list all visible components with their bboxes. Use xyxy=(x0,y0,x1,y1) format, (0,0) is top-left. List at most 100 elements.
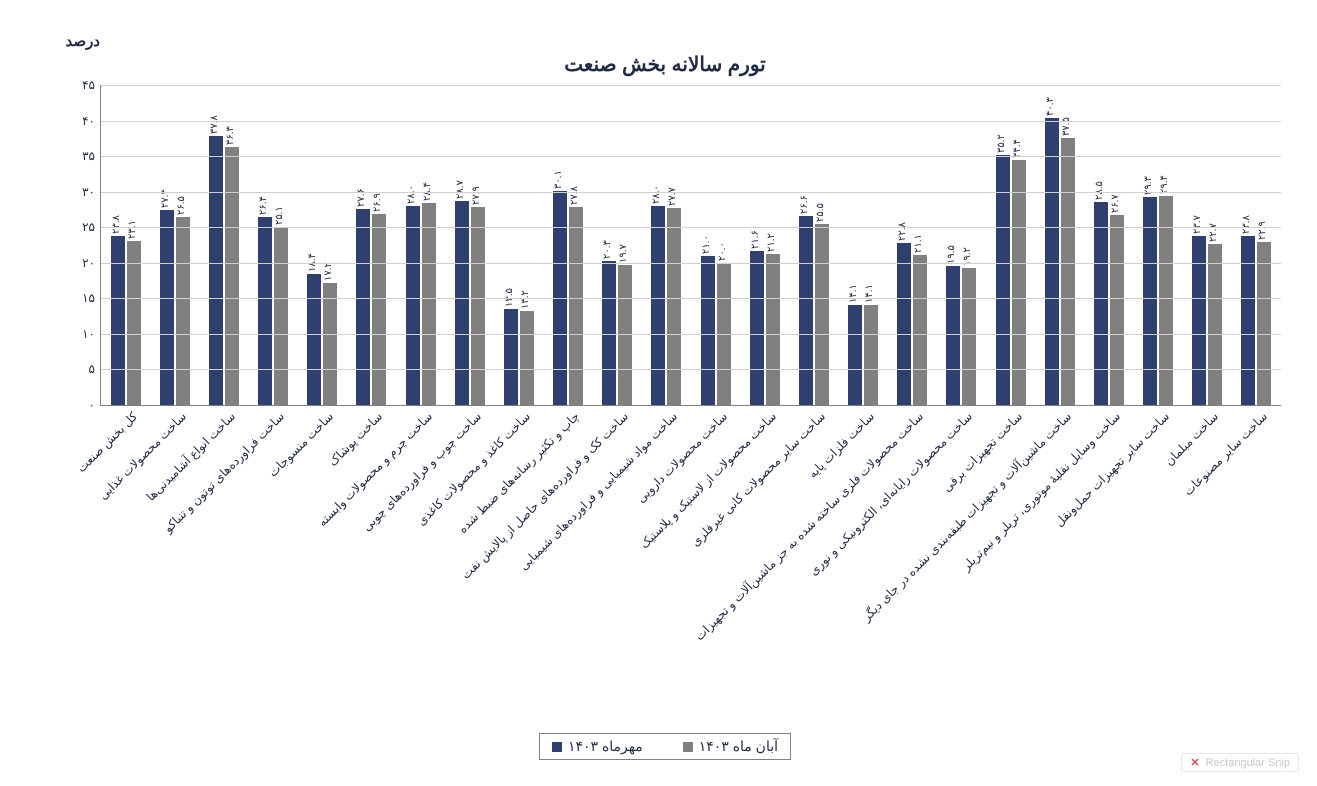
y-tick-label: ۱۰ xyxy=(82,327,95,341)
value-label-series2: ۲۵.۵ xyxy=(815,203,826,222)
gridline xyxy=(101,334,1281,335)
value-label-series1: ۲۷.۶ xyxy=(356,188,367,207)
y-tick-label: ۲۵ xyxy=(82,220,95,234)
value-label-series2: ۱۳.۲ xyxy=(520,290,531,309)
bar-group: ۲۰.۳۱۹.۷ساخت کک و فراورده‌های حاصل از پا… xyxy=(593,85,642,405)
value-label-series1: ۴۰.۳ xyxy=(1045,98,1056,117)
value-label-series2: ۲۳.۱ xyxy=(127,220,138,239)
bar-group: ۲۸.۵۲۶.۷ساخت وسایل نقلیهٔ موتوری، تریلر … xyxy=(1084,85,1133,405)
value-label-series2: ۲۰.۰ xyxy=(717,242,728,261)
value-label-series1: ۲۸.۷ xyxy=(455,180,466,199)
y-tick-label: ۳۰ xyxy=(82,185,95,199)
snipping-tool-overlay: ✕ Rectangular Snip xyxy=(1181,753,1299,772)
bar-series1: ۱۴.۱ xyxy=(848,305,862,405)
bar-group: ۳۵.۲۳۴.۴ساخت تجهیزات برقی xyxy=(986,85,1035,405)
y-tick-label: ۲۰ xyxy=(82,256,95,270)
bar-series1: ۲۸.۰ xyxy=(406,206,420,405)
chart-title: تورم سالانه بخش صنعت xyxy=(30,52,1300,77)
value-label-series1: ۱۴.۱ xyxy=(848,284,859,303)
value-label-series1: ۳۵.۲ xyxy=(996,134,1007,153)
bar-series2: ۲۳.۱ xyxy=(127,241,141,405)
value-label-series1: ۲۶.۴ xyxy=(258,196,269,215)
value-label-series2: ۲۶.۹ xyxy=(372,193,383,212)
bar-group: ۲۸.۷۲۷.۹ساخت چوب و فراورده‌های چوبی xyxy=(445,85,494,405)
value-label-series2: ۳۶.۳ xyxy=(225,126,236,145)
bar-series2: ۲۷.۷ xyxy=(667,208,681,405)
value-label-series1: ۲۱.۰ xyxy=(701,235,712,254)
y-tick-label: ۴۵ xyxy=(82,78,95,92)
value-label-series1: ۳۰.۱ xyxy=(553,170,564,189)
value-label-series2: ۲۶.۵ xyxy=(176,196,187,215)
legend-swatch-series2 xyxy=(683,742,693,752)
gridline xyxy=(101,298,1281,299)
bar-group: ۱۴.۱۱۴.۱ساخت فلزات پایه xyxy=(839,85,888,405)
bar-series2: ۲۵.۵ xyxy=(815,224,829,405)
bar-series1: ۲۶.۶ xyxy=(799,216,813,405)
value-label-series1: ۲۸.۰ xyxy=(651,185,662,204)
bar-series1: ۲۰.۳ xyxy=(602,261,616,405)
value-label-series2: ۱۹.۷ xyxy=(618,244,629,263)
bar-series2: ۳۷.۵ xyxy=(1061,138,1075,405)
bar-series2: ۲۶.۷ xyxy=(1110,215,1124,405)
bar-series2: ۲۷.۹ xyxy=(471,207,485,405)
bar-series2: ۲۲.۹ xyxy=(1257,242,1271,405)
chart-container: تورم سالانه بخش صنعت درصد ۲۳.۸۲۳.۱کل بخش… xyxy=(30,10,1300,770)
bar-series2: ۲۱.۲ xyxy=(766,254,780,405)
legend-item-series1: مهرماه ۱۴۰۳ xyxy=(552,738,643,755)
bar-series1: ۱۳.۵ xyxy=(504,309,518,405)
legend-swatch-series1 xyxy=(552,742,562,752)
value-label-series2: ۲۷.۷ xyxy=(667,187,678,206)
y-tick-label: ۰ xyxy=(89,398,95,412)
bar-series2: ۳۴.۴ xyxy=(1012,160,1026,405)
y-tick-label: ۵ xyxy=(89,362,95,376)
value-label-series2: ۲۱.۲ xyxy=(766,233,777,252)
value-label-series1: ۲۳.۸ xyxy=(1241,215,1252,234)
bar-group: ۲۳.۸۲۲.۹ساخت سایر مصنوعات xyxy=(1232,85,1281,405)
y-tick-label: ۱۵ xyxy=(82,291,95,305)
gridline xyxy=(101,227,1281,228)
value-label-series1: ۲۳.۷ xyxy=(1192,216,1203,235)
bar-series2: ۲۵.۱ xyxy=(274,227,288,405)
bar-series1: ۲۷.۴ xyxy=(160,210,174,405)
close-icon: ✕ xyxy=(1190,756,1199,769)
bar-series1: ۲۳.۸ xyxy=(111,236,125,405)
gridline xyxy=(101,369,1281,370)
bar-series2: ۱۴.۱ xyxy=(864,305,878,405)
bar-series2: ۱۹.۲ xyxy=(962,268,976,405)
bar-series2: ۲۱.۱ xyxy=(913,255,927,405)
value-label-series2: ۱۷.۲ xyxy=(323,262,334,281)
gridline xyxy=(101,156,1281,157)
value-label-series1: ۲۶.۶ xyxy=(799,195,810,214)
bar-group: ۲۸.۰۲۸.۴ساخت چرم و محصولات وابسته xyxy=(396,85,445,405)
bar-group: ۲۱.۰۲۰.۰ساخت محصولات دارویی xyxy=(691,85,740,405)
legend: مهرماه ۱۴۰۳ آبان ماه ۱۴۰۳ xyxy=(539,733,791,760)
bar-series2: ۲۲.۷ xyxy=(1208,244,1222,405)
bar-group: ۲۳.۷۲۲.۷ساخت مبلمان xyxy=(1183,85,1232,405)
bar-series2: ۳۶.۳ xyxy=(225,147,239,405)
bar-series1: ۲۲.۸ xyxy=(897,243,911,405)
snip-label: Rectangular Snip xyxy=(1206,757,1290,769)
bar-group: ۲۸.۰۲۷.۷ساخت مواد شیمیایی و فراورده‌های … xyxy=(642,85,691,405)
value-label-series1: ۲۱.۶ xyxy=(750,231,761,250)
bar-series1: ۲۳.۷ xyxy=(1192,236,1206,405)
bar-series1: ۲۸.۵ xyxy=(1094,202,1108,405)
bar-group: ۳۰.۱۲۷.۸چاپ و تکثیر رسانه‌های ضبط شده xyxy=(544,85,593,405)
bar-series2: ۲۶.۹ xyxy=(372,214,386,405)
bar-series2: ۱۹.۷ xyxy=(618,265,632,405)
value-label-series1: ۲۳.۸ xyxy=(111,215,122,234)
value-label-series1: ۲۲.۸ xyxy=(897,222,908,241)
gridline xyxy=(101,85,1281,86)
legend-label-series2: آبان ماه ۱۴۰۳ xyxy=(699,738,778,755)
bar-series1: ۳۷.۸ xyxy=(209,136,223,405)
legend-item-series2: آبان ماه ۱۴۰۳ xyxy=(683,738,778,755)
bar-group: ۲۱.۶۲۱.۲ساخت محصولات از لاستیک و پلاستیک xyxy=(740,85,789,405)
bar-series1: ۱۸.۴ xyxy=(307,274,321,405)
bar-group: ۲۶.۴۲۵.۱ساخت فراورده‌های توتون و تنباکو xyxy=(249,85,298,405)
bar-series2: ۲۷.۸ xyxy=(569,207,583,405)
y-axis-unit-label: درصد xyxy=(65,32,100,50)
bar-group: ۱۳.۵۱۳.۲ساخت کاغذ و محصولات کاغذی xyxy=(494,85,543,405)
value-label-series2: ۲۱.۱ xyxy=(913,234,924,253)
bar-series2: ۲۶.۵ xyxy=(176,217,190,405)
bar-group: ۲۳.۸۲۳.۱کل بخش صنعت xyxy=(101,85,150,405)
value-label-series2: ۲۲.۹ xyxy=(1257,221,1268,240)
